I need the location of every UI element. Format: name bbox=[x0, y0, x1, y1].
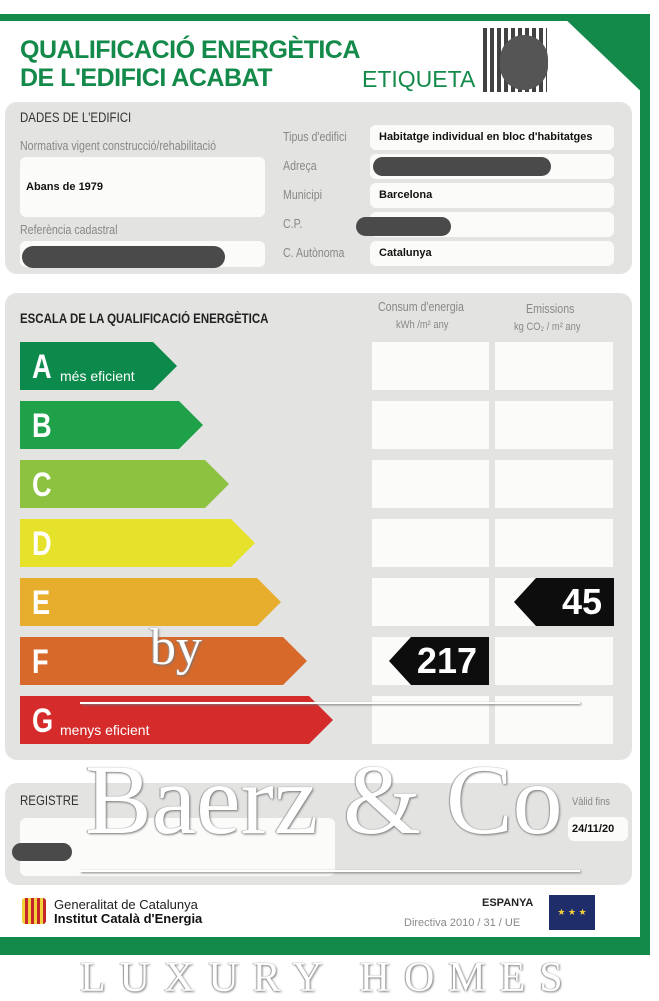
field-value: Habitatge individual en bloc d'habitatge… bbox=[379, 131, 593, 143]
energy-cell bbox=[372, 460, 489, 508]
watermark-tagline: LUXURY HOMES bbox=[80, 955, 577, 1001]
class-bar-a: A més eficient bbox=[20, 342, 177, 390]
frame-top bbox=[0, 14, 600, 21]
field-label: C.P. bbox=[283, 217, 303, 231]
cadastral-redaction bbox=[22, 246, 225, 268]
class-bar-g: G menys eficient bbox=[20, 696, 333, 744]
register-redaction bbox=[12, 843, 72, 861]
watermark-rule-top bbox=[80, 702, 580, 704]
energy-cell bbox=[372, 401, 489, 449]
class-letter: B bbox=[32, 407, 52, 445]
address-redaction bbox=[373, 157, 551, 176]
field-label: C. Autònoma bbox=[283, 246, 345, 260]
class-letter: A bbox=[32, 348, 52, 386]
field-box: Catalunya bbox=[370, 241, 614, 266]
directive-label: Directiva 2010 / 31 / UE bbox=[404, 917, 521, 929]
class-bar-c: C bbox=[20, 460, 229, 508]
class-bar-d: D bbox=[20, 519, 255, 567]
field-value: Catalunya bbox=[379, 247, 432, 259]
field-box: Habitatge individual en bloc d'habitatge… bbox=[370, 125, 614, 150]
field-box: Barcelona bbox=[370, 183, 614, 208]
title-line1: QUALIFICACIÓ ENERGÈTICA bbox=[20, 36, 360, 64]
qr-redaction bbox=[500, 35, 548, 90]
class-bar-e: E bbox=[20, 578, 281, 626]
watermark-brand: Baerz & Co bbox=[85, 744, 563, 855]
field-label: Adreça bbox=[283, 159, 317, 173]
emissions-rating-arrow: 45 bbox=[514, 578, 614, 626]
postcode-redaction bbox=[356, 217, 451, 236]
energy-cell bbox=[372, 578, 489, 626]
class-letter: F bbox=[32, 643, 49, 681]
org-name-2: Institut Català d'Energia bbox=[54, 911, 203, 926]
energy-header: Consum d'energia bbox=[378, 300, 464, 314]
register-title: REGISTRE bbox=[20, 793, 79, 808]
normativa-label: Normativa vigent construcció/rehabilitac… bbox=[20, 139, 217, 153]
emissions-cell bbox=[495, 460, 613, 508]
valid-label: Vàlid fins bbox=[572, 796, 610, 808]
normativa-box: Abans de 1979 bbox=[20, 157, 265, 217]
energy-unit: kWh /m² any bbox=[396, 319, 449, 331]
etiqueta-label: ETIQUETA bbox=[362, 66, 476, 92]
eu-flag-icon: ★ ★ ★ bbox=[549, 895, 595, 930]
field-value: Barcelona bbox=[379, 189, 433, 201]
register-box bbox=[20, 818, 335, 876]
frame-bottom bbox=[0, 937, 650, 955]
class-subtitle: més eficient bbox=[60, 368, 135, 384]
building-title: DADES DE L'EDIFICI bbox=[20, 110, 132, 125]
energy-cell bbox=[372, 696, 489, 744]
org-name-1: Generalitat de Catalunya bbox=[54, 897, 198, 912]
class-subtitle: menys eficient bbox=[60, 722, 150, 738]
emissions-unit: kg CO₂ / m² any bbox=[514, 321, 581, 333]
emissions-cell bbox=[495, 696, 613, 744]
emissions-cell bbox=[495, 637, 613, 685]
class-letter: D bbox=[32, 525, 52, 563]
valid-box: 24/11/20 bbox=[568, 817, 628, 841]
cadastral-label: Referència cadastral bbox=[20, 223, 118, 237]
emissions-cell bbox=[495, 519, 613, 567]
field-label: Municipi bbox=[283, 188, 322, 202]
emissions-cell bbox=[495, 401, 613, 449]
country-label: ESPANYA bbox=[482, 897, 534, 909]
emissions-cell bbox=[495, 342, 613, 390]
frame-corner bbox=[560, 14, 650, 100]
emissions-header: Emissions bbox=[526, 302, 575, 316]
class-bar-b: B bbox=[20, 401, 203, 449]
energy-cell bbox=[372, 342, 489, 390]
scale-title: ESCALA DE LA QUALIFICACIÓ ENERGÈTICA bbox=[20, 311, 269, 326]
class-bar-f: F bbox=[20, 637, 307, 685]
valid-value: 24/11/20 bbox=[572, 823, 615, 835]
generalitat-logo bbox=[22, 898, 46, 924]
normativa-value: Abans de 1979 bbox=[26, 181, 104, 193]
watermark-by: by bbox=[150, 619, 202, 676]
class-letter: G bbox=[32, 702, 54, 740]
energy-rating-arrow: 217 bbox=[389, 637, 489, 685]
field-label: Tipus d'edifici bbox=[283, 130, 347, 144]
watermark-rule-mid bbox=[80, 870, 580, 872]
class-letter: E bbox=[32, 584, 51, 622]
energy-cell bbox=[372, 519, 489, 567]
frame-right bbox=[640, 60, 650, 940]
class-letter: C bbox=[32, 466, 52, 504]
title-line2: DE L'EDIFICI ACABAT bbox=[20, 64, 273, 92]
